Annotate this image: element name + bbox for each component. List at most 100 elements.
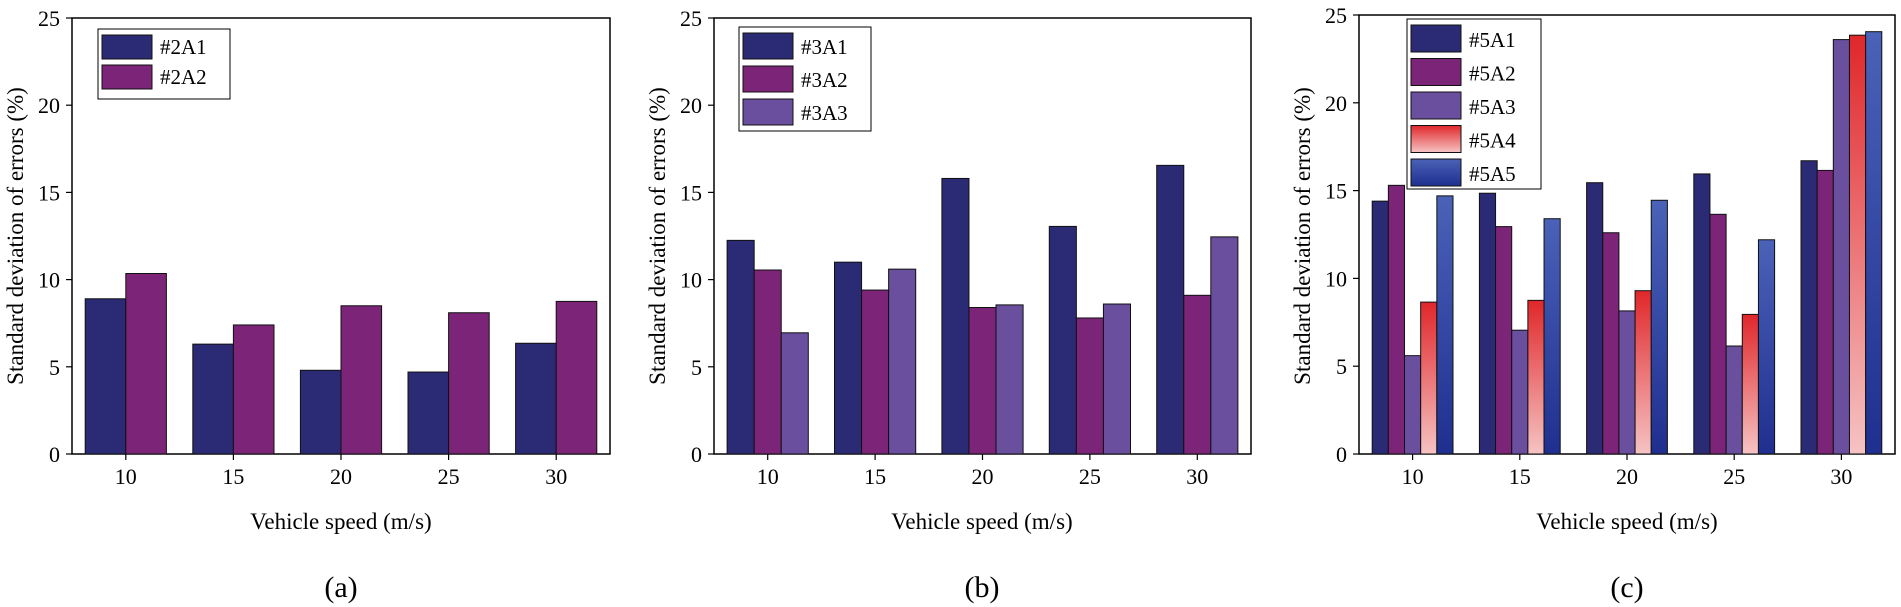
bar-5A4-20 xyxy=(1634,290,1652,455)
y-tick-label: 25 xyxy=(1325,3,1347,28)
x-tick-label: 25 xyxy=(1079,464,1101,489)
bar-3A2-30 xyxy=(1183,294,1212,455)
legend: #5A1 #5A2 #5A3 #5A4 #5A5 xyxy=(1406,18,1542,190)
x-axis: 10 15 20 25 30 xyxy=(1402,454,1852,489)
legend-swatch-3A1 xyxy=(742,32,794,60)
legend-label: #5A4 xyxy=(1469,129,1516,153)
legend-swatch-5A1 xyxy=(1410,24,1462,53)
bar-3A2-20 xyxy=(968,307,997,455)
panel-caption: (c) xyxy=(1610,571,1643,604)
legend-label: #5A1 xyxy=(1469,28,1516,52)
y-tick-label: 25 xyxy=(680,6,702,31)
bar-5A5-15 xyxy=(1543,218,1561,455)
x-axis-title: Vehicle speed (m/s) xyxy=(1536,509,1717,534)
x-tick-label: 30 xyxy=(1186,464,1208,489)
bar-5A2-20 xyxy=(1602,232,1620,455)
bar-3A2-15 xyxy=(861,289,890,455)
legend-swatch-5A5 xyxy=(1410,158,1462,187)
bar-5A4-15 xyxy=(1527,299,1545,455)
y-axis: 0 5 10 15 20 25 xyxy=(680,6,714,467)
bar-5A1-30 xyxy=(1800,160,1818,455)
bar-3A1-25 xyxy=(1048,225,1077,455)
y-tick-label: 15 xyxy=(1325,179,1347,204)
x-tick-label: 15 xyxy=(864,464,886,489)
y-axis-title: Standard deviation of errors (%) xyxy=(3,87,28,385)
y-tick-label: 5 xyxy=(691,355,702,380)
bar-3A2-10 xyxy=(753,269,782,455)
legend-label: #5A5 xyxy=(1469,162,1516,186)
bar-3A3-15 xyxy=(888,268,917,455)
bar-5A3-15 xyxy=(1511,329,1529,455)
bar-2A2-20 xyxy=(340,305,383,455)
bar-5A5-10 xyxy=(1436,195,1454,455)
legend-swatch-5A3 xyxy=(1410,91,1462,120)
bar-2A1-15 xyxy=(192,343,234,455)
legend-label: #5A3 xyxy=(1469,95,1516,119)
legend-label: #3A3 xyxy=(801,101,848,125)
legend-swatch-5A2 xyxy=(1410,58,1462,86)
y-tick-label: 10 xyxy=(38,268,60,293)
legend-swatch-3A2 xyxy=(742,65,794,93)
x-axis: 10 15 20 25 30 xyxy=(115,454,567,489)
bar-3A3-10 xyxy=(780,332,809,455)
panel-caption: (a) xyxy=(324,571,357,604)
bar-3A1-10 xyxy=(726,239,755,455)
bar-5A3-30 xyxy=(1832,39,1850,455)
bar-2A2-15 xyxy=(232,324,275,455)
bar-5A3-20 xyxy=(1618,310,1636,455)
bar-5A4-10 xyxy=(1420,301,1438,455)
y-tick-label: 20 xyxy=(38,93,60,118)
bar-5A1-25 xyxy=(1693,173,1711,455)
bars-group xyxy=(1371,31,1883,455)
x-axis-title: Vehicle speed (m/s) xyxy=(891,509,1072,534)
bar-2A2-25 xyxy=(448,312,490,455)
bar-5A3-25 xyxy=(1725,345,1743,455)
bar-5A2-10 xyxy=(1387,184,1406,455)
x-tick-label: 25 xyxy=(1723,464,1745,489)
panel-c: 0 5 10 15 20 25 10 15 20 25 30 Standard deviation… xyxy=(1290,3,1896,604)
bars-group xyxy=(84,273,598,455)
y-tick-label: 10 xyxy=(1325,266,1347,291)
legend-swatch-3A3 xyxy=(742,98,794,126)
bar-5A5-25 xyxy=(1757,239,1776,455)
bar-2A2-10 xyxy=(125,273,167,455)
bar-5A1-15 xyxy=(1478,192,1497,455)
x-tick-label: 20 xyxy=(330,464,352,489)
bar-5A1-20 xyxy=(1586,182,1604,455)
legend: #3A1 #3A2 #3A3 xyxy=(738,26,872,132)
x-tick-label: 30 xyxy=(545,464,567,489)
x-tick-label: 10 xyxy=(757,464,779,489)
y-tick-label: 0 xyxy=(49,442,60,467)
x-tick-label: 20 xyxy=(1616,464,1638,489)
x-axis: 10 15 20 25 30 xyxy=(757,454,1208,489)
x-tick-label: 10 xyxy=(115,464,137,489)
bar-5A1-10 xyxy=(1371,200,1389,455)
bar-5A2-25 xyxy=(1709,213,1727,455)
y-axis-title: Standard deviation of errors (%) xyxy=(645,87,670,385)
legend-swatch-5A4 xyxy=(1410,125,1462,153)
bar-3A3-30 xyxy=(1210,236,1239,455)
x-tick-label: 15 xyxy=(1509,464,1531,489)
y-axis-title: Standard deviation of errors (%) xyxy=(1290,87,1315,385)
y-tick-label: 0 xyxy=(691,442,702,467)
y-tick-label: 10 xyxy=(680,268,702,293)
bar-3A3-20 xyxy=(995,304,1024,455)
panel-b: 0 5 10 15 20 25 10 15 20 25 30 Standard deviation… xyxy=(645,6,1252,604)
y-tick-label: 5 xyxy=(1336,354,1347,379)
bar-2A2-30 xyxy=(555,300,598,455)
x-tick-label: 20 xyxy=(972,464,994,489)
y-tick-label: 25 xyxy=(38,6,60,31)
panel-a: 0 5 10 15 20 25 10 15 20 25 30 Standard deviation… xyxy=(3,6,611,604)
x-tick-label: 15 xyxy=(222,464,244,489)
bar-3A1-30 xyxy=(1156,164,1185,455)
legend-label: #2A2 xyxy=(160,65,207,89)
y-axis: 0 5 10 15 20 25 xyxy=(1325,3,1359,467)
y-tick-label: 15 xyxy=(38,180,60,205)
x-axis-title: Vehicle speed (m/s) xyxy=(250,509,431,534)
legend-label: #5A2 xyxy=(1469,62,1516,86)
bars-group xyxy=(726,164,1239,455)
legend-swatch-2A1 xyxy=(101,34,153,60)
bar-3A3-25 xyxy=(1102,303,1132,455)
legend-label: #3A2 xyxy=(801,68,848,92)
